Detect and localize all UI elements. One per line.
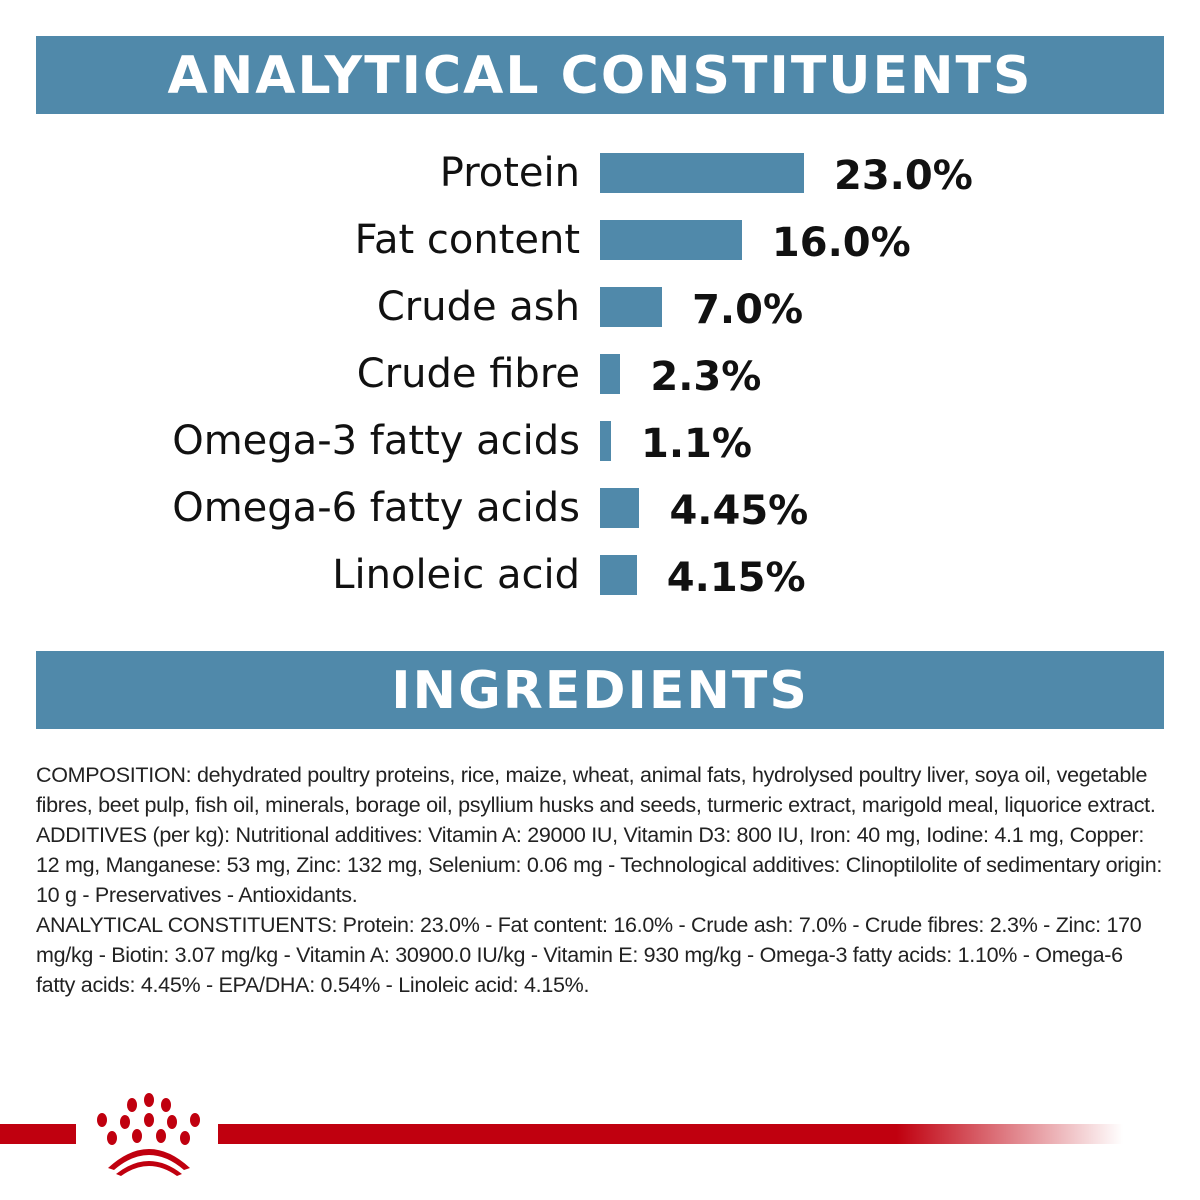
bar [600,555,637,595]
category-label: Protein [439,150,580,196]
bar [600,287,663,327]
footer-stripe-left [0,1124,76,1144]
value-label: 16.0% [771,220,911,266]
category-label: Omega-3 fatty acids [172,418,580,464]
category-label: Crude fibre [356,351,580,397]
value-label: 23.0% [834,153,973,199]
bar [600,421,611,461]
category-label: Crude ash [376,284,580,330]
ingredients-header: INGREDIENTS [36,651,1164,729]
category-label: Fat content [354,217,580,263]
composition-text: COMPOSITION: dehydrated poultry proteins… [36,763,1156,817]
value-label: 1.1% [641,421,752,467]
analytical-constituents-text: ANALYTICAL CONSTITUENTS: Protein: 23.0% … [36,913,1142,997]
value-label: 2.3% [650,354,762,400]
value-label: 4.45% [669,488,809,534]
value-label: 7.0% [692,287,804,333]
category-label: Omega-6 fatty acids [172,485,580,531]
bar [600,153,804,193]
footer-stripe-right [218,1124,1123,1144]
bar [600,488,640,528]
bar [600,220,742,260]
analytical-constituents-header: ANALYTICAL CONSTITUENTS [36,36,1164,114]
bar [600,354,621,394]
brand-footer [0,1093,1123,1176]
ingredients-text: COMPOSITION: dehydrated poultry proteins… [36,760,1166,1000]
additives-text: ADDITIVES (per kg): Nutritional additive… [36,823,1163,907]
royal-canin-crown-icon [97,1093,200,1176]
nutrient-bar-chart: Protein 23.0% Fat content 16.0% Crude ash 7.0… [0,140,1200,610]
value-label: 4.15% [666,555,806,601]
category-label: Linoleic acid [332,552,580,598]
